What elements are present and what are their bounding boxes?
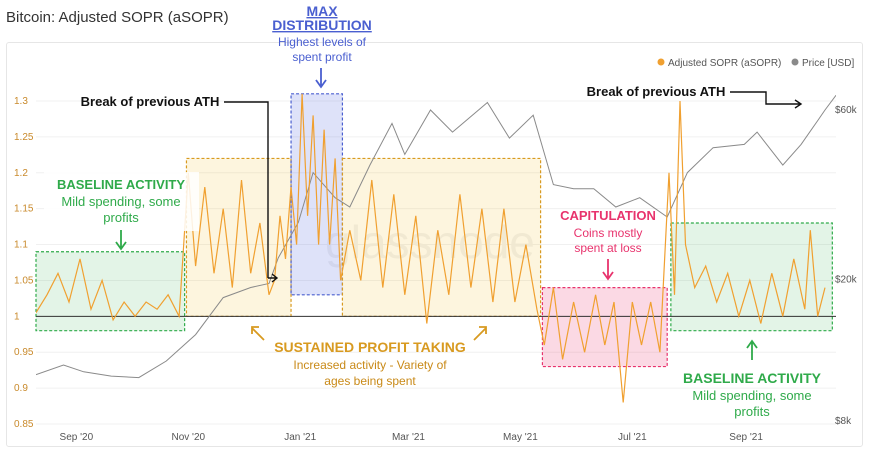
y-left-tick-label: 0.85: [14, 419, 34, 430]
baseline-right-title: BASELINE ACTIVITY: [683, 370, 822, 386]
y-left-tick-label: 0.9: [14, 383, 28, 394]
y-left-tick-label: 1.3: [14, 96, 28, 107]
y-left-tick-label: 1.15: [14, 204, 34, 215]
chart-title: Bitcoin: Adjusted SOPR (aSOPR): [6, 9, 229, 26]
max-arrow-icon: [315, 68, 327, 89]
baseline-left-sub-2: profits: [103, 210, 139, 225]
x-tick-label: Jul '21: [618, 432, 647, 443]
sustained-arrow-left-icon: [251, 326, 265, 341]
baseline-left-sub-1: Mild spending, some: [61, 194, 180, 209]
y-right-tick-labels: $8k $20k $60k: [835, 105, 858, 427]
y-right-tick-label: $20k: [835, 275, 858, 286]
x-tick-label: Sep '20: [60, 432, 94, 443]
x-tick-labels: Sep '20 Nov '20 Jan '21 Mar '21 May '21 Jul '…: [60, 432, 764, 443]
y-right-tick-label: $8k: [835, 416, 852, 427]
y-left-tick-label: 1.25: [14, 132, 34, 143]
capitulation-title: CAPITULATION: [560, 208, 656, 223]
sustained-arrow-right-icon: [473, 326, 487, 341]
region-capitulation: [541, 287, 668, 368]
max-sub-1: Highest levels of: [278, 35, 367, 49]
ath-right-arrow-icon: [730, 91, 803, 109]
y-left-tick-label: 0.95: [14, 347, 34, 358]
baseline-right-arrow-icon: [746, 339, 758, 360]
x-tick-label: Sep '21: [729, 432, 763, 443]
y-left-tick-labels: 0.85 0.9 0.95 1 1.05 1.1 1.15 1.2 1.25 1.3: [14, 96, 34, 430]
annotations: Break of previous ATH MAX DISTRIBUTION H…: [44, 3, 822, 419]
x-tick-label: May '21: [503, 432, 538, 443]
baseline-left-arrow-icon: [115, 230, 127, 251]
legend-asopr-label: Adjusted SOPR (aSOPR): [668, 58, 781, 69]
sustained-title: SUSTAINED PROFIT TAKING: [274, 339, 466, 355]
baseline-right-sub-2: profits: [734, 404, 770, 419]
ath-right-label: Break of previous ATH: [587, 84, 726, 99]
y-left-tick-label: 1: [14, 311, 20, 322]
x-tick-label: Jan '21: [284, 432, 316, 443]
y-left-tick-label: 1.05: [14, 275, 34, 286]
sustained-sub-1: Increased activity - Variety of: [293, 358, 447, 372]
capitulation-sub-2: spent at loss: [574, 241, 641, 255]
legend: Adjusted SOPR (aSOPR) Price [USD]: [657, 58, 854, 69]
capitulation-sub-1: Coins mostly: [574, 226, 643, 240]
max-title-1: MAX: [306, 3, 338, 19]
y-left-tick-label: 1.1: [14, 240, 28, 251]
y-right-tick-label: $60k: [835, 105, 858, 116]
region-baseline-activity: [670, 222, 833, 332]
max-sub-2: spent profit: [292, 50, 352, 64]
region-sustained-profit-taking: [185, 157, 292, 317]
plot-frame: [6, 42, 863, 447]
baseline-right-sub-1: Mild spending, some: [692, 388, 811, 403]
region-baseline-activity: [35, 251, 186, 332]
baseline-left-title: BASELINE ACTIVITY: [57, 177, 185, 192]
x-tick-label: Nov '20: [171, 432, 205, 443]
legend-asopr-swatch: [657, 58, 665, 66]
legend-price-swatch: [791, 58, 799, 66]
ath-left-arrow: [224, 101, 269, 278]
legend-price-label: Price [USD]: [802, 58, 854, 69]
sustained-sub-2: ages being spent: [324, 374, 416, 388]
price-line: [36, 95, 836, 379]
max-title-2: DISTRIBUTION: [272, 17, 372, 33]
capitulation-arrow-icon: [602, 259, 614, 281]
ath-left-label: Break of previous ATH: [81, 94, 220, 109]
y-left-tick-label: 1.2: [14, 168, 28, 179]
ath-left-arrowhead-icon: [268, 273, 279, 283]
x-tick-label: Mar '21: [392, 432, 425, 443]
